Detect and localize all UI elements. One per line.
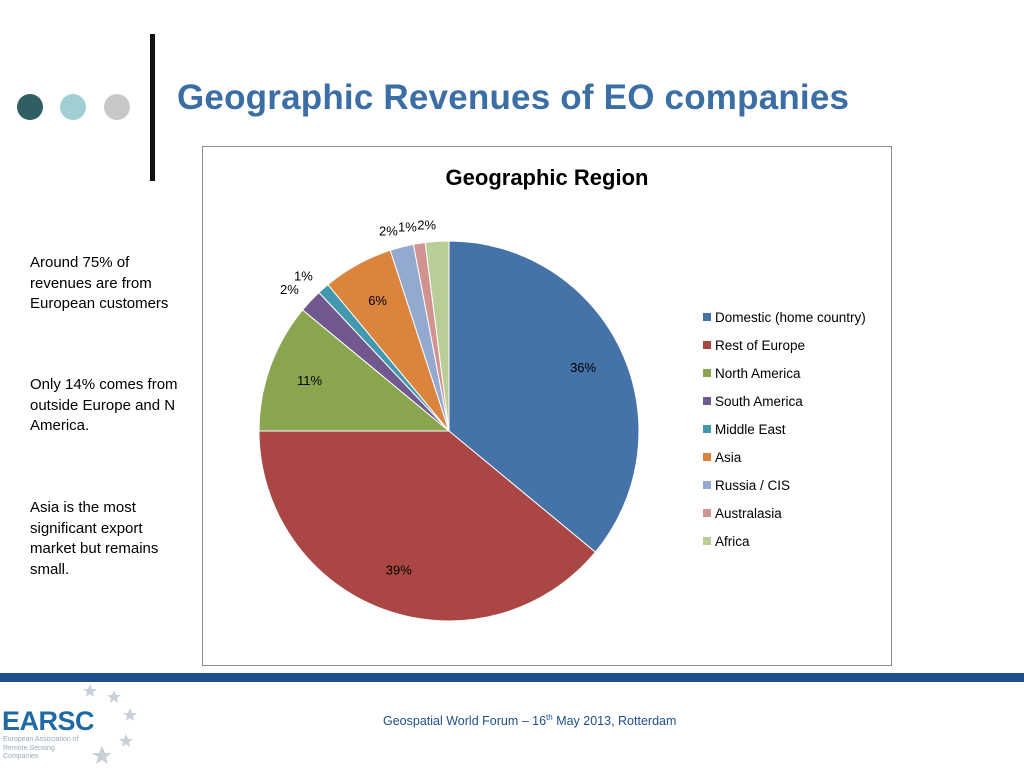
logo-subtitle: European Association of Remote Sensing C… <box>3 736 79 760</box>
legend-label: Australasia <box>715 506 782 521</box>
decorative-dot-grey <box>104 94 130 120</box>
footer-superscript: th <box>546 713 553 722</box>
legend-swatch <box>703 341 711 349</box>
pie-data-label: 1% <box>398 220 417 235</box>
chart-title: Geographic Region <box>446 165 649 190</box>
slide-title: Geographic Revenues of EO companies <box>177 78 850 117</box>
pie-data-label: 11% <box>297 373 322 388</box>
legend-swatch <box>703 397 711 405</box>
pie-slice-domestic-home-country- <box>448 240 640 553</box>
legend-label: Africa <box>715 534 750 549</box>
pie-data-label: 1% <box>294 268 313 283</box>
legend-label: Asia <box>715 450 742 465</box>
bullet-text-1: Around 75% of revenues are from European… <box>30 254 169 312</box>
pie-data-label: 6% <box>368 293 387 308</box>
logo-stars-icon <box>83 684 137 764</box>
legend-label: North America <box>715 366 801 381</box>
pie-slice-north-america <box>258 309 451 432</box>
legend-swatch <box>703 481 711 489</box>
title-divider <box>150 34 155 181</box>
pie-chart: Geographic Region 36% 39% 11% 2% 1% 6% 2% 1% 2% … <box>202 146 892 666</box>
bullet-text-3: Asia is the most significant export mark… <box>30 499 159 578</box>
legend-label: Domestic (home country) <box>715 310 866 325</box>
footer-date-location: May 2013, Rotterdam <box>552 714 677 729</box>
legend-swatch <box>703 369 711 377</box>
legend-swatch <box>703 537 711 545</box>
pie-slice-africa <box>424 240 450 432</box>
pie-data-label: 39% <box>386 562 412 577</box>
pie-data-label: 2% <box>280 282 299 297</box>
footer-caption: Geospatial World Forum – 16th May 2013, … <box>383 713 676 728</box>
legend-swatch <box>703 509 711 517</box>
decorative-dot-dark <box>17 94 43 120</box>
logo-wordmark: EARSC <box>2 706 95 736</box>
legend-swatch <box>703 425 711 433</box>
footer-event: Geospatial World Forum – 16 <box>383 714 547 729</box>
pie-data-label: 2% <box>417 217 436 232</box>
bullet-text-2: Only 14% comes from outside Europe and N… <box>30 376 178 434</box>
decorative-dot-light <box>60 94 86 120</box>
legend-swatch <box>703 453 711 461</box>
legend-label: South America <box>715 394 803 409</box>
legend-label: Russia / CIS <box>715 478 790 493</box>
pie-data-label: 2% <box>379 223 398 238</box>
pie-data-label: 36% <box>570 360 596 375</box>
footer-bar <box>0 673 1024 682</box>
pie-slice-rest-of-europe <box>258 430 597 622</box>
legend-swatch <box>703 313 711 321</box>
legend-label: Middle East <box>715 422 786 437</box>
legend-label: Rest of Europe <box>715 338 805 353</box>
pie-chart-svg: Geographic Region 36%39%11%2%1%6%2% 1% 2% … <box>258 165 866 622</box>
